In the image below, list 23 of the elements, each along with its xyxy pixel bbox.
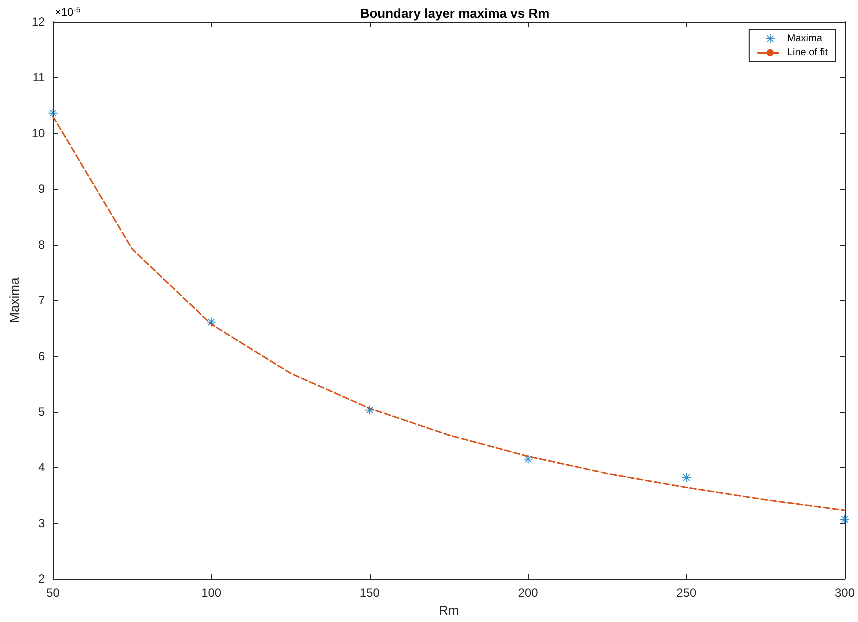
legend-label: Line of fit [787, 48, 828, 58]
y-tick-label: 5 [38, 404, 46, 419]
y-tick-label: 3 [38, 516, 46, 530]
y-tick-label: 11 [32, 70, 46, 85]
x-tick-label: 300 [834, 586, 856, 600]
x-tick-label: 100 [202, 586, 222, 600]
y-tick-label: 12 [32, 15, 46, 29]
y-tick-label: 9 [38, 182, 46, 196]
y-tick-label: 6 [38, 349, 46, 364]
y-axis-title: Maxima [7, 277, 22, 324]
y-tick-label: 10 [32, 126, 46, 140]
x-tick-label: 250 [676, 586, 697, 600]
point [840, 514, 850, 524]
x-tick-label: 200 [518, 586, 539, 600]
y-tick-label: 4 [38, 460, 46, 475]
legend-label: Maxima [787, 34, 823, 44]
x-tick-label: 50 [46, 586, 60, 600]
chart-title: Boundary layer maxima vs Rm [360, 6, 550, 21]
y-tick-label: 8 [38, 238, 46, 252]
y-tick-label: 7 [38, 294, 46, 308]
x-tick-label: 150 [360, 586, 380, 600]
y-tick-label: 2 [38, 572, 46, 586]
x-axis-title: Rm [439, 603, 460, 618]
